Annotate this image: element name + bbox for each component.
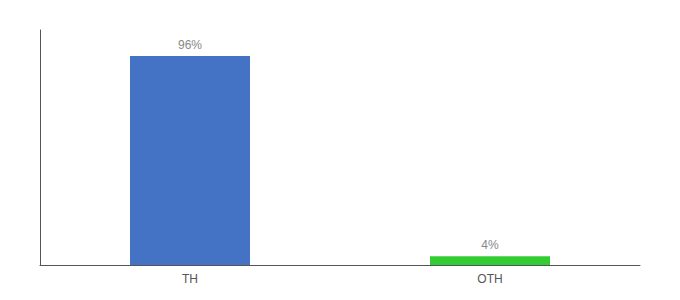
svg-text:OTH: OTH [477, 272, 502, 286]
svg-text:4%: 4% [481, 238, 499, 252]
svg-text:96%: 96% [178, 38, 202, 52]
svg-text:TH: TH [182, 272, 198, 286]
